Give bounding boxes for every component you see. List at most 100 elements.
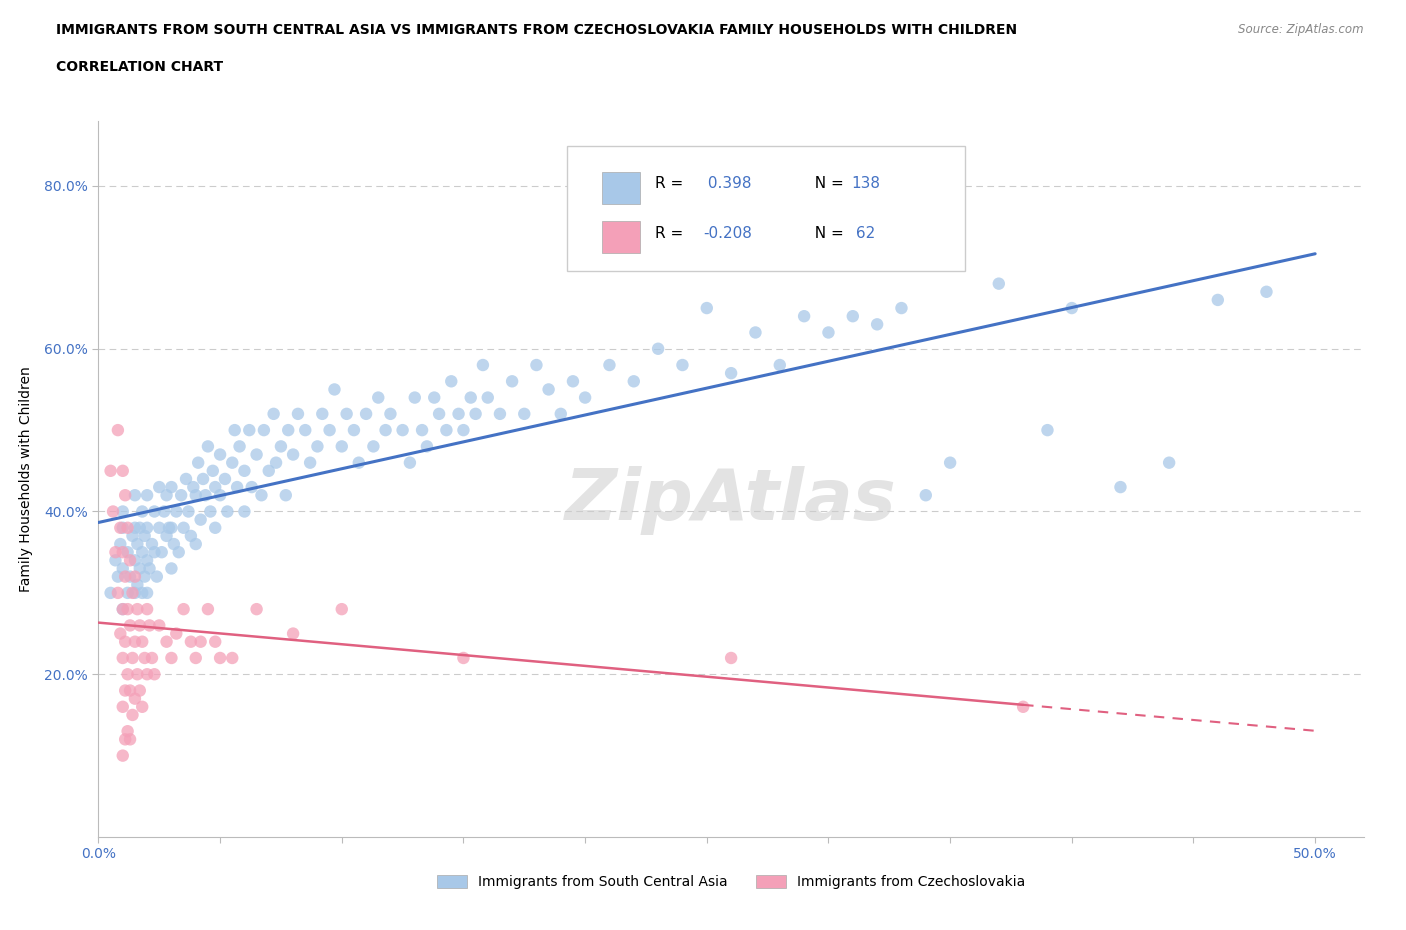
Point (453, 651, 475, 666)
Point (323, 382, 346, 397)
Point (148, 480, 170, 495)
Point (187, 455, 209, 470)
Point (111, 602, 134, 617)
Point (110, 626, 132, 641)
Point (1206, 292, 1229, 307)
Point (136, 667, 159, 682)
Point (131, 586, 153, 601)
Point (336, 406, 359, 421)
Point (121, 528, 143, 543)
Point (246, 602, 269, 617)
Point (128, 683, 150, 698)
Point (209, 651, 232, 666)
Point (100, 586, 122, 601)
Point (120, 552, 141, 567)
Point (120, 618, 141, 632)
Point (399, 455, 422, 470)
Point (374, 422, 396, 438)
Point (501, 374, 523, 389)
Point (330, 602, 353, 617)
Point (120, 683, 141, 698)
Point (221, 651, 243, 666)
Point (160, 561, 183, 576)
Point (263, 406, 285, 421)
Point (127, 667, 149, 682)
Point (110, 521, 132, 536)
Point (160, 480, 183, 495)
Point (148, 521, 170, 536)
Point (191, 472, 214, 486)
Point (769, 357, 792, 372)
Point (411, 422, 433, 438)
Text: IMMIGRANTS FROM SOUTH CENTRAL ASIA VS IMMIGRANTS FROM CZECHOSLOVAKIA FAMILY HOUS: IMMIGRANTS FROM SOUTH CENTRAL ASIA VS IM… (56, 23, 1018, 37)
Point (416, 439, 439, 454)
Point (180, 528, 202, 543)
Point (143, 504, 166, 519)
Point (440, 374, 463, 389)
Point (111, 602, 134, 617)
Point (127, 537, 149, 551)
Point (114, 569, 136, 584)
Point (294, 422, 316, 438)
Point (330, 439, 353, 454)
Point (101, 504, 124, 519)
Point (347, 455, 370, 470)
Point (197, 439, 219, 454)
Point (111, 561, 134, 576)
Point (311, 406, 333, 421)
Point (246, 447, 269, 462)
Point (598, 357, 620, 372)
Point (423, 390, 446, 405)
Point (143, 545, 166, 560)
Point (281, 626, 304, 641)
Point (111, 504, 134, 519)
Point (299, 455, 322, 470)
Point (127, 602, 149, 617)
Point (124, 586, 146, 601)
Point (226, 480, 249, 495)
Point (281, 447, 304, 462)
Point (111, 521, 134, 536)
Point (939, 455, 962, 470)
Point (114, 487, 136, 502)
Point (170, 487, 193, 502)
Point (114, 634, 136, 649)
Point (184, 537, 207, 551)
Point (117, 724, 139, 738)
Point (204, 480, 226, 495)
Point (1256, 285, 1278, 299)
Point (720, 365, 742, 380)
Point (460, 390, 482, 405)
Point (117, 602, 139, 617)
Point (111, 545, 134, 560)
Point (209, 487, 232, 502)
Text: 62: 62 (852, 226, 876, 241)
Point (120, 732, 141, 747)
Point (160, 651, 183, 666)
Point (150, 545, 173, 560)
Point (194, 487, 217, 502)
Point (264, 455, 287, 470)
Point (842, 309, 865, 324)
Point (217, 504, 239, 519)
Point (111, 748, 134, 763)
Point (623, 374, 645, 389)
Point (307, 439, 329, 454)
Y-axis label: Family Households with Children: Family Households with Children (20, 366, 32, 591)
Point (318, 422, 340, 438)
Point (117, 586, 139, 601)
Point (240, 480, 263, 495)
Point (574, 390, 596, 405)
Point (117, 667, 139, 682)
Point (167, 545, 190, 560)
Point (250, 487, 273, 502)
Point (987, 276, 1010, 291)
Point (221, 455, 243, 470)
Point (128, 561, 150, 576)
Text: N =: N = (804, 226, 848, 241)
Point (526, 357, 548, 372)
Point (200, 504, 222, 519)
Point (111, 699, 134, 714)
Point (447, 406, 470, 421)
Point (100, 463, 122, 478)
